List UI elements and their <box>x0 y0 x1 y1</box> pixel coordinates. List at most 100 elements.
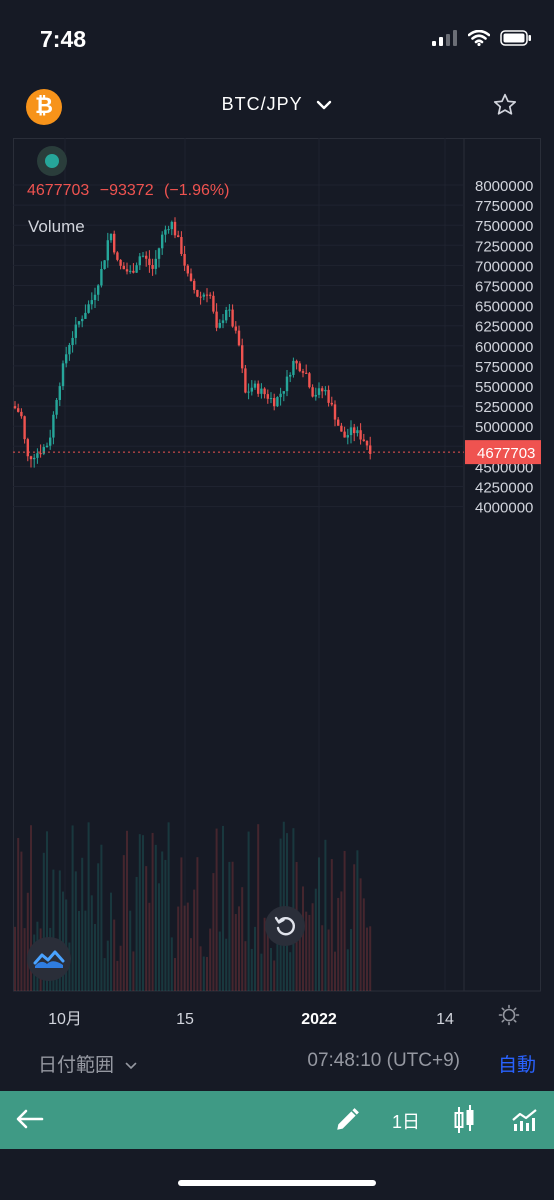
settings-gear-icon[interactable] <box>498 1004 520 1026</box>
candlestick-chart-icon[interactable] <box>454 1105 476 1135</box>
candle-body <box>276 397 279 407</box>
volume-bar <box>14 926 16 991</box>
pencil-icon[interactable] <box>334 1107 360 1133</box>
price-tick-label: 6000000 <box>475 339 533 356</box>
candle-body <box>122 265 125 270</box>
reset-chart-button[interactable] <box>265 906 305 946</box>
candle-body <box>125 269 129 272</box>
price-chart[interactable]: 8000000 7750000 7500000 7250000 7000000 67500… <box>13 138 541 1034</box>
legend-price: 4677703 <box>27 182 90 199</box>
candle-body <box>151 264 154 269</box>
volume-bar <box>263 917 266 991</box>
volume-bar <box>334 951 336 991</box>
price-tick-label: 7000000 <box>475 258 533 275</box>
candle-body <box>311 387 314 397</box>
price-tick-label: 7250000 <box>475 238 533 255</box>
indicators-icon[interactable] <box>512 1107 538 1131</box>
volume-bar <box>151 832 154 991</box>
price-tick-label: 6750000 <box>475 279 533 296</box>
chart-area[interactable]: 8000000 7750000 7500000 7250000 7000000 67500… <box>13 138 541 1140</box>
timezone-clock[interactable]: 07:48:10 (UTC+9) <box>307 1050 460 1071</box>
date-range-selector[interactable]: 日付範囲 <box>38 1050 137 1077</box>
candle-body <box>199 296 202 298</box>
volume-bar <box>78 910 80 991</box>
candle-body <box>135 265 138 273</box>
candle-body <box>327 389 330 403</box>
volume-bar <box>135 876 138 991</box>
candle-body <box>23 416 26 440</box>
candle-body <box>39 453 42 455</box>
candle-body <box>52 414 55 438</box>
price-tick-label: 7750000 <box>475 198 533 215</box>
volume-bar <box>180 857 183 991</box>
candle-body <box>177 235 180 238</box>
volume-bar <box>193 889 196 991</box>
volume-bar <box>52 869 55 991</box>
candle-body <box>356 430 359 434</box>
volume-bar <box>145 866 148 991</box>
interval-selector[interactable]: 1日 <box>392 1112 421 1132</box>
home-indicator <box>178 1180 376 1186</box>
volume-label[interactable]: Volume <box>28 217 85 236</box>
volume-bar <box>129 910 132 991</box>
candle-body <box>253 383 257 388</box>
candle-body <box>333 404 337 420</box>
candle-body <box>346 435 349 438</box>
candle-body <box>148 258 151 265</box>
volume-bar <box>366 927 368 991</box>
candle-body <box>84 312 87 319</box>
candle-body <box>42 447 45 454</box>
reset-icon <box>274 916 295 936</box>
candle-body <box>209 294 212 296</box>
volume-bar <box>346 949 349 991</box>
volume-bar <box>254 926 256 991</box>
price-tick-label: 5750000 <box>475 359 533 376</box>
price-tick-label: 5500000 <box>475 379 533 396</box>
candle-body <box>55 399 58 415</box>
back-arrow-icon[interactable] <box>16 1109 44 1129</box>
time-tick-label: 15 <box>176 1011 194 1028</box>
candle-body <box>26 439 29 457</box>
wifi-icon <box>468 30 490 46</box>
candle-body <box>241 345 244 369</box>
chart-frame <box>13 138 541 992</box>
top-bar: ₿ BTC/JPY <box>0 80 554 136</box>
volume-bar <box>126 830 128 991</box>
candle-body <box>263 388 266 395</box>
candle-body <box>61 363 65 387</box>
candle-body <box>221 320 225 323</box>
volume-bar <box>369 926 372 991</box>
candle-body <box>266 394 269 399</box>
volume-bar <box>170 937 173 991</box>
volume-bar <box>84 910 87 991</box>
star-icon[interactable] <box>492 92 518 118</box>
volume-bar <box>247 831 250 991</box>
volume-bar <box>324 839 327 991</box>
candle-body <box>298 363 301 372</box>
volume-bar <box>23 928 26 991</box>
candle-body <box>231 309 234 327</box>
volume-bar <box>302 886 304 991</box>
legend-change-pct: (−1.96%) <box>164 182 230 199</box>
legend-status-icon[interactable] <box>37 146 67 176</box>
volume-bar <box>87 822 90 991</box>
tradingview-logo-icon[interactable] <box>27 937 71 981</box>
price-tick-label: 5250000 <box>475 399 533 416</box>
candle-body <box>189 273 193 281</box>
price-tick-label: 5000000 <box>475 419 533 436</box>
volume-bar <box>97 863 100 991</box>
candle-body <box>113 233 116 253</box>
volume-bar <box>164 859 167 991</box>
candle-body <box>305 372 308 374</box>
price-tick-label: 8000000 <box>475 178 533 195</box>
volume-bar <box>110 892 112 991</box>
volume-bar <box>314 888 317 991</box>
volume-bar <box>276 918 279 991</box>
auto-scale-button[interactable]: 自動 <box>497 1055 536 1076</box>
symbol-selector[interactable]: BTC/JPY <box>0 94 554 115</box>
volume-bar <box>311 903 314 991</box>
volume-bar <box>327 929 330 991</box>
volume-bar <box>215 828 218 991</box>
candle-body <box>167 229 170 231</box>
candle-body <box>97 285 100 295</box>
